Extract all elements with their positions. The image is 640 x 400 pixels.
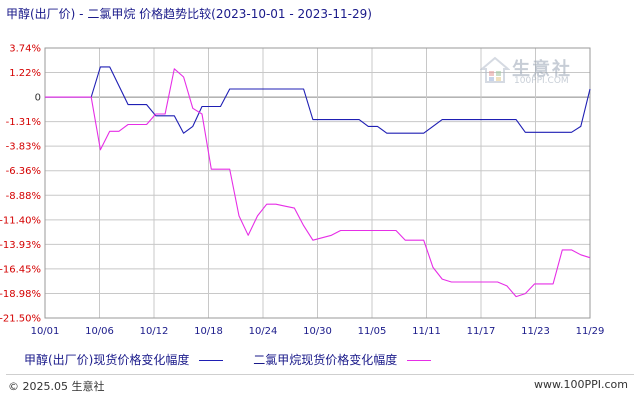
x-tick-label: 10/01 — [31, 326, 60, 337]
legend-label-series2: 二氯甲烷现货价格变化幅度 — [253, 353, 398, 367]
legend-swatch-series2 — [407, 360, 432, 361]
x-tick-label: 10/30 — [303, 326, 332, 337]
legend: 甲醇(出厂价)现货价格变化幅度 二氯甲烷现货价格变化幅度 — [24, 351, 457, 368]
y-tick-labels: 3.74% 1.22% 0 -1.31% -3.83% -6.36% -8.88% -11.4… — [0, 44, 41, 325]
y-tick-label: -21.50% — [0, 314, 41, 325]
watermark-url: 100PPI.COM — [514, 76, 569, 86]
x-tick-label: 11/29 — [576, 326, 605, 337]
copyright-text: © 2025.05 生意社 — [8, 380, 105, 393]
watermark-name: 生意社 — [512, 59, 572, 80]
x-tick-label: 10/18 — [194, 326, 223, 337]
y-tick-label: 3.74% — [9, 44, 41, 55]
x-tick-label: 11/23 — [521, 326, 550, 337]
series-line-2 — [45, 68, 591, 298]
watermark-logo: 生意社 100PPI.COM — [479, 55, 590, 91]
legend-label-series1: 甲醇(出厂价)现货价格变化幅度 — [24, 353, 190, 367]
y-tick-label: -6.36% — [6, 166, 41, 177]
x-tick-label: 11/05 — [358, 326, 387, 337]
y-tick-label: -8.88% — [6, 191, 41, 202]
site-link[interactable]: www.100PPI.com — [534, 378, 628, 391]
y-tick-label: -11.40% — [0, 215, 41, 226]
x-tick-label: 10/24 — [249, 326, 278, 337]
legend-swatch-series1 — [199, 360, 224, 361]
plot-border — [44, 47, 591, 319]
legend-item-series2: 二氯甲烷现货价格变化幅度 — [253, 351, 432, 368]
x-tick-label: 10/06 — [85, 326, 114, 337]
y-tick-label: -1.31% — [6, 117, 41, 128]
y-tick-label: -18.98% — [0, 289, 41, 300]
chart-title: 甲醇(出厂价) - 二氯甲烷 价格趋势比较(2023-10-01 - 2023-… — [6, 7, 372, 21]
x-tick-label: 10/12 — [140, 326, 169, 337]
y-tick-label: -3.83% — [6, 142, 41, 153]
axes — [44, 47, 591, 319]
y-tick-label: -16.45% — [0, 264, 41, 275]
y-tick-label: 0 — [35, 93, 41, 104]
x-tick-labels: 10/01 10/06 10/12 10/18 10/24 10/30 11/05 11/11… — [31, 326, 605, 337]
house-logo-icon — [479, 56, 511, 83]
series-lines — [45, 66, 591, 298]
footer-divider — [6, 374, 634, 375]
x-tick-label: 11/17 — [467, 326, 496, 337]
y-tick-label: 1.22% — [9, 68, 41, 79]
series-line-1 — [45, 66, 591, 134]
x-tick-label: 11/11 — [412, 326, 441, 337]
y-tick-label: -13.93% — [0, 240, 41, 251]
legend-item-series1: 甲醇(出厂价)现货价格变化幅度 — [24, 351, 224, 368]
